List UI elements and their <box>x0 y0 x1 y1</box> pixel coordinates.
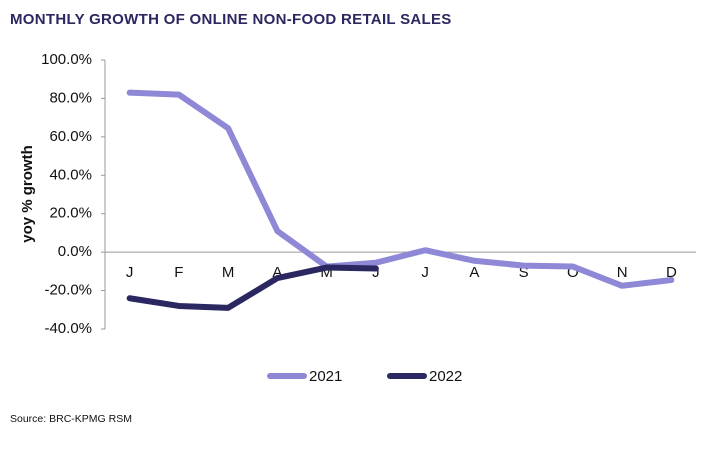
source: Source: BRC-KPMG RSM <box>10 413 132 425</box>
x-tick-label: O <box>567 264 579 281</box>
x-tick-label: F <box>174 264 183 281</box>
x-tick-label: J <box>126 264 134 281</box>
x-tick-label: J <box>421 264 429 281</box>
series-line <box>126 264 379 311</box>
x-tick-label: A <box>469 264 479 281</box>
x-tick-label: A <box>272 264 282 281</box>
series-line <box>126 89 675 289</box>
y-tick-label: 80.0% <box>49 89 92 106</box>
y-tick-label: -20.0% <box>44 282 92 299</box>
y-tick-label: 60.0% <box>49 128 92 145</box>
x-tick-label: D <box>666 264 677 281</box>
y-axis-title: yoy % growth <box>19 145 36 243</box>
y-tick-label: 20.0% <box>49 205 92 222</box>
legend-label: 2022 <box>429 368 462 385</box>
y-tick-label: 40.0% <box>49 166 92 183</box>
y-tick-label: 0.0% <box>58 243 92 260</box>
x-tick-label: S <box>519 264 529 281</box>
y-tick-label: 100.0% <box>41 51 92 68</box>
x-tick-label: M <box>222 264 235 281</box>
x-tick-label: J <box>372 264 380 281</box>
x-tick-label: N <box>617 264 628 281</box>
chart-title: MONTHLY GROWTH OF ONLINE NON-FOOD RETAIL… <box>10 11 452 28</box>
legend-label: 2021 <box>309 368 342 385</box>
y-tick-label: -40.0% <box>44 320 92 337</box>
